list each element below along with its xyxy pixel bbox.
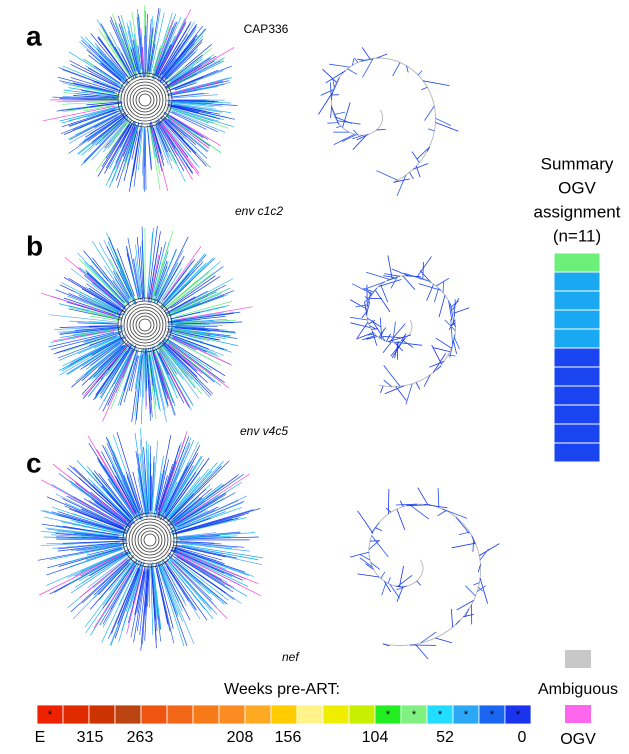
summary-cell: [554, 348, 600, 367]
tree-branches: [47, 432, 249, 650]
legend-cell: [115, 705, 141, 724]
tree-core: [127, 82, 163, 118]
summary-cell: [554, 443, 600, 462]
legend-tick: 104: [362, 729, 389, 746]
legend-title: Weeks pre-ART:: [224, 681, 340, 698]
ambiguous-swatch: [565, 650, 591, 668]
tree-backbone: [369, 504, 481, 645]
tree-core: [139, 319, 151, 331]
tree-core: [126, 516, 174, 564]
panel-label: b: [26, 230, 43, 261]
ogv-label: OGV: [560, 731, 596, 748]
tree-core: [121, 301, 169, 349]
summary-title: assignment: [534, 202, 621, 221]
summary-cell: [554, 367, 600, 386]
ambiguous-label: Ambiguous: [538, 681, 618, 698]
tree-core: [144, 534, 156, 546]
legend-star: *: [412, 709, 417, 721]
gene-label: nef: [282, 650, 300, 664]
tree-core: [127, 307, 163, 343]
legend-tick: 208: [227, 729, 254, 746]
sample-name: CAP336: [244, 22, 289, 36]
tree-core: [118, 298, 172, 352]
figure: CAP336 a env c1c2 b env v4c5 c nef Summary OGV a…: [0, 0, 629, 749]
legend-cell: [349, 705, 375, 724]
legend-tick: 0: [518, 729, 527, 746]
summary-cell: [554, 291, 600, 310]
tree-core: [133, 88, 157, 112]
tree-core: [123, 513, 177, 567]
legend-cell: [141, 705, 167, 724]
tree-core: [132, 522, 168, 558]
tree-core: [138, 528, 162, 552]
tree-core: [121, 76, 169, 124]
legend-cell: [193, 705, 219, 724]
tree-core: [139, 94, 151, 106]
legend-cell: [89, 705, 115, 724]
ogv-swatch: [565, 705, 591, 723]
tree-core: [130, 85, 160, 115]
legend-star: *: [516, 709, 521, 721]
trees: [38, 6, 499, 659]
legend-star: *: [490, 709, 495, 721]
legend-tick: 315: [77, 729, 104, 746]
summary-cell: [554, 424, 600, 443]
legend-tick: 263: [127, 729, 154, 746]
summary-title: Summary: [541, 154, 614, 173]
legend-star: *: [438, 709, 443, 721]
tree-branches: [357, 488, 499, 647]
legend-cell: [271, 705, 297, 724]
tree-core: [133, 313, 157, 337]
tree-branches: [43, 433, 263, 645]
summary-cell: [554, 310, 600, 329]
legend-cell: [245, 705, 271, 724]
legend-star: *: [386, 709, 391, 721]
summary-cell: [554, 405, 600, 424]
summary-cell: [554, 386, 600, 405]
tree-branches: [327, 58, 451, 196]
tree-core: [135, 525, 165, 555]
legend-cell: [219, 705, 245, 724]
tree-core: [118, 73, 172, 127]
panel-label: c: [26, 447, 42, 478]
legend-star: *: [48, 709, 53, 721]
legend-tick: 52: [436, 729, 454, 746]
legend-tick: E: [35, 729, 46, 746]
tree-branches: [360, 505, 488, 643]
panel-label: a: [26, 20, 42, 51]
tree-backbone: [332, 58, 436, 182]
summary-title: OGV: [558, 178, 596, 197]
summary-cell: [554, 272, 600, 291]
gene-label: env c1c2: [235, 204, 283, 218]
tree-branches: [350, 488, 476, 659]
tree-branches: [318, 47, 458, 182]
legend-cell: [63, 705, 89, 724]
tree-backbone: [367, 276, 456, 387]
legend-tick: 156: [275, 729, 302, 746]
tree-core: [130, 310, 160, 340]
tree-branches: [41, 437, 262, 646]
legend-cell: [323, 705, 349, 724]
summary-title: (n=11): [553, 226, 601, 245]
summary-cell: [554, 329, 600, 348]
gene-label: env v4c5: [240, 424, 288, 438]
summary-cell: [554, 253, 600, 272]
tree-branches: [321, 66, 450, 179]
legend-cell: [297, 705, 323, 724]
legend-cell: [167, 705, 193, 724]
legend-star: *: [464, 709, 469, 721]
